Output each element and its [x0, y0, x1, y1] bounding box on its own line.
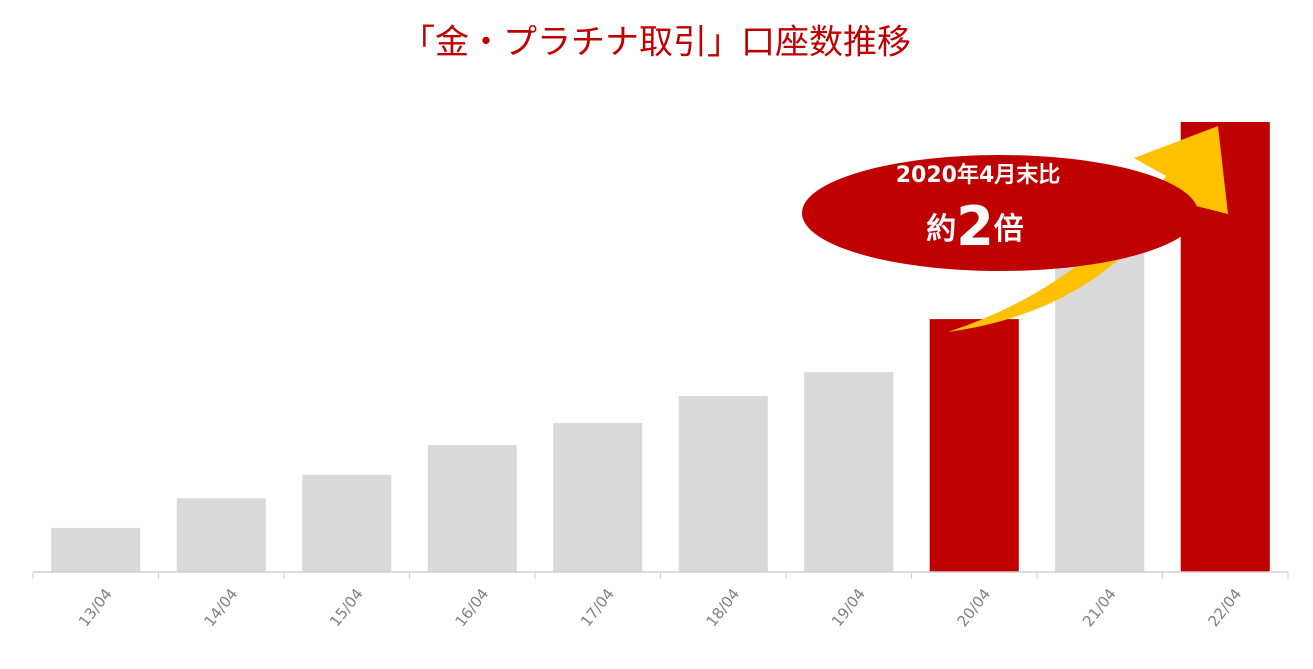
x-tick-label: 16/04: [451, 585, 492, 630]
x-tick-label: 20/04: [953, 585, 994, 630]
annotation-emphasis: 約2倍: [926, 195, 1024, 258]
bar: [427, 445, 517, 572]
bar: [176, 498, 266, 572]
growth-arrow: [948, 126, 1228, 332]
bar: [678, 396, 768, 572]
bar: [302, 474, 392, 572]
x-tick-label: 18/04: [702, 585, 743, 630]
annotation-prefix: 約: [926, 212, 956, 247]
x-tick-label: 19/04: [828, 585, 869, 630]
bar: [51, 527, 141, 572]
chart-title: 「金・プラチナ取引」口座数推移: [401, 23, 911, 63]
annotation-number: 2: [956, 195, 994, 258]
annotation-bubble: [802, 155, 1198, 271]
x-tick-label: 17/04: [577, 585, 618, 630]
x-tick-label: 14/04: [200, 585, 241, 630]
annotation-text: 2020年4月末比: [896, 162, 1061, 188]
x-tick-label: 13/04: [75, 585, 116, 630]
bar: [929, 319, 1019, 572]
x-tick-label: 15/04: [326, 585, 367, 630]
x-tick-label: 22/04: [1204, 585, 1245, 630]
bar: [553, 423, 643, 572]
bar: [804, 372, 894, 572]
x-tick-label: 21/04: [1079, 585, 1120, 630]
annotation-suffix: 倍: [994, 212, 1024, 247]
